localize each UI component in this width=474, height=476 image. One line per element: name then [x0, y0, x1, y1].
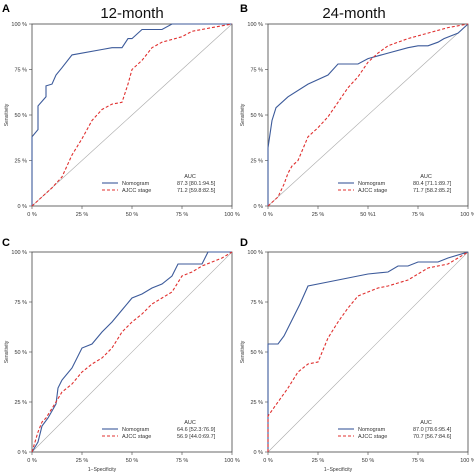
x-tick-label: 50 %	[362, 458, 375, 464]
y-tick-label: 100 %	[247, 250, 263, 256]
legend-header: AUC	[184, 174, 196, 180]
legend-series-name: Nomogram	[358, 427, 386, 433]
y-tick-label: 25 %	[250, 400, 263, 406]
panel-d: D 0 % 0 % 25 % 25 % 50 % 50 % 75 % 75 % 100 % 100 …	[240, 237, 474, 473]
legend-auc-value: 71.2 [59.8:82.5]	[177, 188, 216, 194]
reference-diagonal	[31, 23, 233, 207]
y-tick-label: 100 %	[11, 22, 27, 28]
legend-header: AUC	[420, 420, 432, 426]
panel-a: A 12-month 0 % 0 % 25 % 25 % 50 % 50 % 75 % 75 % 1…	[2, 3, 240, 218]
y-tick-label: 25 %	[250, 159, 263, 165]
x-tick-label: 75 %	[412, 458, 425, 464]
x-tick-label: 75 %	[412, 212, 425, 218]
x-tick-label: 25 %	[76, 458, 89, 464]
legend-header: AUC	[420, 174, 432, 180]
y-tick-label: 0 %	[254, 450, 264, 456]
y-axis-label: Sensitivity	[4, 103, 10, 126]
panel-title: 12-month	[100, 5, 163, 22]
y-tick-label: 0 %	[18, 450, 28, 456]
legend-auc-value: 64.6 [52.3:76.9]	[177, 427, 216, 433]
x-tick-label: 100 %	[224, 458, 240, 464]
legend-series-name: AJCC stage	[122, 434, 151, 440]
series-line-nomogram	[267, 251, 469, 452]
y-tick-label: 50 %	[250, 113, 263, 119]
legend-series-name: AJCC stage	[358, 434, 387, 440]
legend-auc-value: 80.4 [71.1:89.7]	[413, 181, 452, 187]
y-tick-label: 75 %	[250, 300, 263, 306]
series-line-ajcc-stage	[31, 251, 233, 453]
legend-series-name: Nomogram	[358, 181, 386, 187]
y-tick-label: 25 %	[14, 400, 27, 406]
x-axis-label: 1−Specificity	[88, 467, 117, 473]
reference-diagonal	[31, 251, 233, 453]
x-tick-label: 50 %	[126, 212, 139, 218]
x-tick-label: 0 %	[263, 458, 273, 464]
panel-letter: B	[240, 3, 248, 15]
legend-series-name: Nomogram	[122, 427, 150, 433]
x-tick-label: 100 %	[460, 212, 474, 218]
legend: AUC Nomogram 64.6 [52.3:76.9] AJCC stage 56.…	[102, 420, 216, 440]
legend: AUC Nomogram 87.0 [78.6:95.4] AJCC stage 70.…	[338, 420, 452, 440]
series-line-ajcc-stage	[267, 251, 469, 452]
legend-header: AUC	[184, 420, 196, 426]
y-tick-label: 75 %	[14, 300, 27, 306]
legend-auc-value: 70.7 [56.7:84.6]	[413, 434, 452, 440]
x-axis-label: 1−Specificity	[324, 467, 353, 473]
legend-auc-value: 87.3 [80.1:94.5]	[177, 181, 216, 187]
x-tick-label: 25 %	[76, 212, 89, 218]
y-axis-label: Sensitivity	[4, 340, 10, 363]
x-tick-label: 100 %	[460, 458, 474, 464]
reference-diagonal	[267, 23, 469, 207]
x-tick-label: 75 %	[176, 212, 189, 218]
x-tick-label: 0 %	[263, 212, 273, 218]
x-tick-label: 25 %	[312, 212, 325, 218]
x-tick-label: 0 %	[27, 458, 37, 464]
y-tick-label: 100 %	[11, 250, 27, 256]
legend: AUC Nomogram 80.4 [71.1:89.7] AJCC stage 71.…	[338, 174, 452, 194]
panel-letter: D	[240, 237, 248, 249]
y-tick-label: 0 %	[254, 204, 264, 210]
y-tick-label: 0 %	[18, 204, 28, 210]
series-line-ajcc-stage	[31, 23, 233, 207]
legend-auc-value: 56.9 [44.0:69.7]	[177, 434, 216, 440]
panel-title: 24-month	[322, 5, 385, 22]
series-line-ajcc-stage	[267, 23, 469, 207]
y-tick-label: 25 %	[14, 159, 27, 165]
panel-letter: C	[2, 237, 10, 249]
y-tick-label: 50 %	[250, 350, 263, 356]
y-tick-label: 75 %	[250, 68, 263, 74]
x-tick-label: 100 %	[224, 212, 240, 218]
legend-series-name: AJCC stage	[122, 188, 151, 194]
y-tick-label: 50 %	[14, 113, 27, 119]
x-tick-label: 25 %	[312, 458, 325, 464]
panel-c: C 0 % 0 % 25 % 25 % 50 % 50 % 75 % 75 % 100 % 100 …	[2, 237, 240, 473]
panel-letter: A	[2, 3, 10, 15]
legend-series-name: AJCC stage	[358, 188, 387, 194]
y-axis-label: Sensitivity	[240, 340, 246, 363]
legend-auc-value: 87.0 [78.6:95.4]	[413, 427, 452, 433]
legend-auc-value: 71.7 [58.2:85.2]	[413, 188, 452, 194]
legend: AUC Nomogram 87.3 [80.1:94.5] AJCC stage 71.…	[102, 174, 216, 194]
y-axis-label: Sensitivity	[240, 103, 246, 126]
y-tick-label: 50 %	[14, 350, 27, 356]
reference-diagonal	[267, 251, 469, 453]
x-tick-label: 75 %	[176, 458, 189, 464]
series-line-nomogram	[31, 23, 232, 206]
y-tick-label: 75 %	[14, 68, 27, 74]
x-tick-label: 50 %1	[360, 212, 376, 218]
legend-series-name: Nomogram	[122, 181, 150, 187]
x-tick-label: 50 %	[126, 458, 139, 464]
series-line-nomogram	[31, 251, 232, 453]
y-tick-label: 100 %	[247, 22, 263, 28]
series-line-nomogram	[267, 23, 469, 206]
panel-b: B 24-month 0 % 0 % 25 % 25 % 50 %1 50 % 75 % 75 %…	[240, 3, 474, 218]
x-tick-label: 0 %	[27, 212, 37, 218]
